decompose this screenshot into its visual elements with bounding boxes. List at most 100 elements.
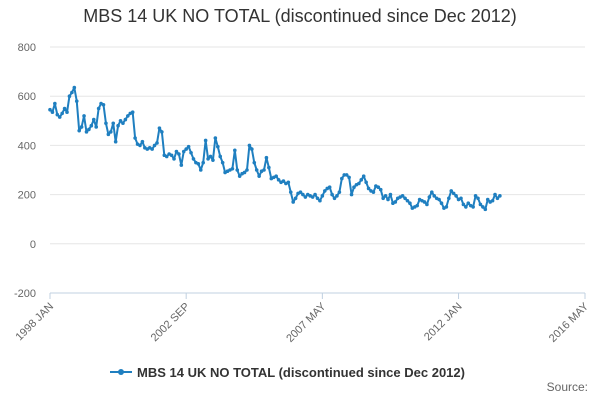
data-point[interactable] — [230, 166, 235, 171]
data-point[interactable] — [361, 174, 366, 178]
data-point[interactable] — [464, 205, 468, 209]
data-point[interactable] — [293, 196, 298, 201]
data-point[interactable] — [82, 114, 86, 118]
data-point[interactable] — [286, 180, 291, 185]
data-point[interactable] — [347, 175, 351, 180]
data-point[interactable] — [437, 197, 441, 202]
data-point[interactable] — [320, 194, 325, 198]
data-point[interactable] — [461, 202, 466, 207]
data-point[interactable] — [152, 143, 157, 148]
data-point[interactable] — [155, 141, 159, 145]
data-point[interactable] — [140, 139, 145, 144]
data-point[interactable] — [235, 168, 240, 172]
data-point[interactable] — [87, 127, 91, 132]
data-point[interactable] — [247, 143, 252, 148]
data-point[interactable] — [60, 111, 64, 116]
data-point[interactable] — [67, 94, 72, 98]
data-point[interactable] — [191, 157, 196, 161]
data-point[interactable] — [242, 170, 247, 175]
data-point[interactable] — [201, 160, 205, 165]
data-point[interactable] — [459, 196, 463, 201]
data-point[interactable] — [74, 99, 79, 103]
data-point[interactable] — [303, 195, 308, 199]
data-point[interactable] — [388, 192, 393, 197]
data-point[interactable] — [237, 174, 242, 178]
data-point[interactable] — [359, 178, 364, 182]
data-point[interactable] — [174, 149, 179, 154]
data-point[interactable] — [57, 115, 62, 119]
data-point[interactable] — [349, 192, 354, 197]
data-point[interactable] — [301, 192, 305, 197]
data-point[interactable] — [113, 139, 118, 144]
data-point[interactable] — [91, 117, 96, 122]
data-point[interactable] — [48, 107, 52, 112]
data-point[interactable] — [449, 189, 454, 193]
data-point[interactable] — [70, 90, 74, 95]
data-point[interactable] — [169, 153, 174, 158]
data-point[interactable] — [218, 154, 223, 159]
data-point[interactable] — [381, 196, 385, 201]
data-point[interactable] — [337, 190, 342, 194]
data-point[interactable] — [179, 163, 184, 167]
data-point[interactable] — [126, 114, 130, 118]
data-point[interactable] — [386, 197, 390, 202]
data-point[interactable] — [447, 196, 451, 201]
data-point[interactable] — [415, 203, 420, 208]
data-point[interactable] — [430, 190, 434, 194]
data-point[interactable] — [250, 147, 254, 151]
data-point[interactable] — [123, 117, 128, 122]
data-point[interactable] — [172, 157, 176, 161]
data-point[interactable] — [344, 173, 349, 177]
data-point[interactable] — [130, 110, 135, 114]
data-point[interactable] — [138, 143, 142, 148]
data-point[interactable] — [254, 168, 259, 172]
data-point[interactable] — [213, 136, 218, 140]
data-point[interactable] — [53, 101, 57, 106]
data-point[interactable] — [189, 150, 193, 155]
data-point[interactable] — [451, 191, 456, 196]
data-point[interactable] — [257, 174, 261, 178]
data-point[interactable] — [298, 190, 303, 194]
data-point[interactable] — [357, 181, 361, 186]
data-point[interactable] — [493, 192, 497, 197]
data-point[interactable] — [310, 195, 315, 199]
data-point[interactable] — [432, 194, 437, 198]
data-point[interactable] — [211, 158, 215, 162]
data-point[interactable] — [177, 152, 181, 156]
data-point[interactable] — [340, 176, 344, 181]
data-point[interactable] — [72, 85, 77, 90]
data-point[interactable] — [181, 149, 186, 154]
data-point[interactable] — [104, 121, 108, 126]
data-point[interactable] — [471, 205, 475, 209]
data-point[interactable] — [498, 194, 502, 198]
data-point[interactable] — [198, 168, 203, 172]
data-point[interactable] — [327, 185, 332, 190]
data-point[interactable] — [89, 123, 94, 128]
data-point[interactable] — [84, 130, 89, 134]
data-point[interactable] — [376, 185, 381, 190]
data-point[interactable] — [323, 189, 327, 193]
data-point[interactable] — [121, 121, 125, 126]
data-point[interactable] — [111, 121, 116, 126]
data-point[interactable] — [262, 168, 266, 172]
data-point[interactable] — [157, 126, 162, 130]
data-point[interactable] — [65, 110, 69, 114]
data-point[interactable] — [408, 201, 412, 206]
data-point[interactable] — [476, 196, 480, 201]
data-point[interactable] — [371, 190, 376, 194]
data-point[interactable] — [422, 200, 427, 204]
data-point[interactable] — [425, 202, 429, 207]
data-point[interactable] — [288, 190, 293, 194]
data-point[interactable] — [62, 106, 67, 111]
data-point[interactable] — [94, 125, 98, 129]
data-point[interactable] — [495, 196, 500, 201]
data-point[interactable] — [490, 198, 495, 203]
data-point[interactable] — [233, 148, 237, 153]
data-point[interactable] — [206, 157, 210, 161]
data-point[interactable] — [208, 154, 213, 159]
data-point[interactable] — [444, 205, 449, 209]
data-point[interactable] — [478, 202, 483, 207]
data-point[interactable] — [150, 147, 154, 151]
data-point[interactable] — [96, 106, 101, 111]
data-point[interactable] — [383, 194, 388, 198]
